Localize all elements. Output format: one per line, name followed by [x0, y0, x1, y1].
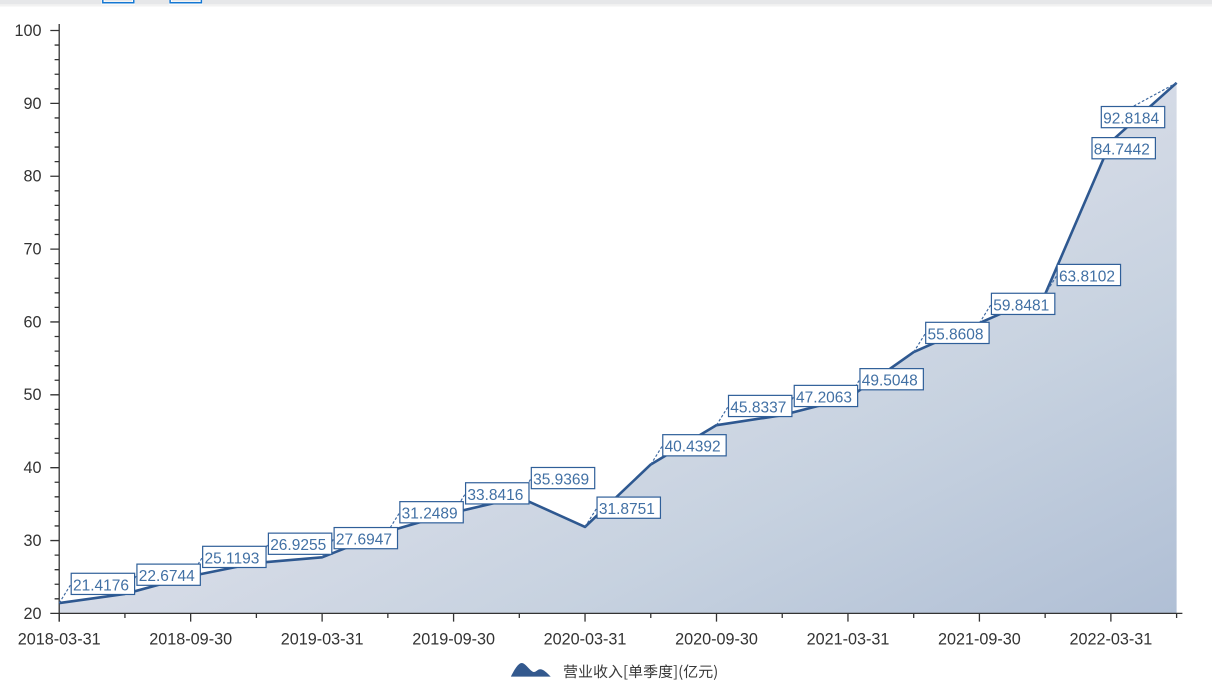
- svg-text:55.8608: 55.8608: [927, 326, 983, 343]
- svg-text:31.2489: 31.2489: [402, 506, 458, 523]
- svg-text:2020-09-30: 2020-09-30: [675, 631, 758, 649]
- svg-text:50: 50: [23, 386, 41, 404]
- svg-text:2019-03-31: 2019-03-31: [281, 631, 364, 649]
- svg-text:26.9255: 26.9255: [270, 537, 326, 554]
- svg-text:2020-03-31: 2020-03-31: [544, 631, 627, 649]
- svg-text:70: 70: [23, 241, 41, 259]
- svg-text:84.7442: 84.7442: [1094, 142, 1150, 159]
- svg-text:100: 100: [14, 22, 41, 40]
- svg-text:2018-03-31: 2018-03-31: [18, 631, 101, 649]
- svg-text:2021-03-31: 2021-03-31: [807, 631, 890, 649]
- svg-text:90: 90: [23, 95, 41, 113]
- svg-text:59.8481: 59.8481: [993, 297, 1049, 314]
- svg-text:33.8416: 33.8416: [467, 487, 523, 504]
- svg-text:2018-09-30: 2018-09-30: [149, 631, 232, 649]
- svg-text:2019-09-30: 2019-09-30: [412, 631, 495, 649]
- svg-text:31.8751: 31.8751: [599, 501, 655, 518]
- svg-text:45.8337: 45.8337: [730, 399, 786, 416]
- svg-text:40.4392: 40.4392: [665, 439, 721, 456]
- svg-text:25.1193: 25.1193: [204, 550, 259, 567]
- svg-text:47.2063: 47.2063: [796, 389, 852, 406]
- svg-text:40: 40: [23, 459, 41, 477]
- svg-text:2022-03-31: 2022-03-31: [1069, 631, 1152, 649]
- svg-text:22.6744: 22.6744: [139, 568, 195, 585]
- svg-text:20: 20: [23, 605, 41, 623]
- svg-text:49.5048: 49.5048: [862, 373, 918, 390]
- svg-text:92.8184: 92.8184: [1103, 111, 1159, 128]
- svg-text:2021-09-30: 2021-09-30: [938, 631, 1021, 649]
- svg-text:27.6947: 27.6947: [336, 532, 392, 549]
- svg-text:80: 80: [23, 168, 41, 186]
- svg-text:21.4176: 21.4176: [73, 577, 129, 594]
- svg-text:30: 30: [23, 532, 41, 550]
- svg-text:63.8102: 63.8102: [1059, 268, 1115, 285]
- svg-text:60: 60: [23, 313, 41, 331]
- svg-text:35.9369: 35.9369: [533, 471, 589, 488]
